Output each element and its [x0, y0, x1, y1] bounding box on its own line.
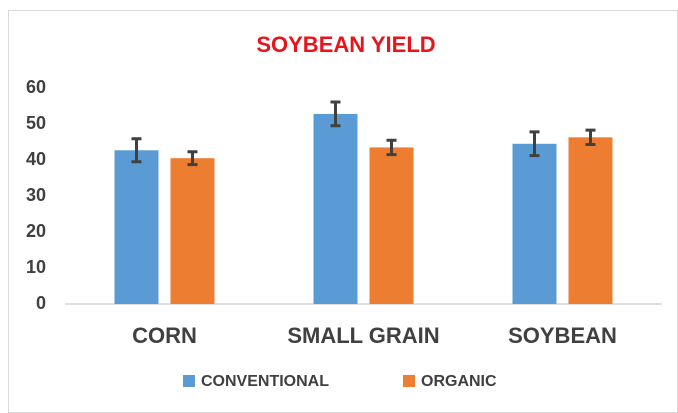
bar: [114, 150, 159, 304]
error-bar: [330, 100, 341, 128]
y-tick-label: 50: [26, 113, 46, 133]
bar: [369, 147, 414, 304]
x-tick-label: SMALL GRAIN: [287, 323, 439, 348]
error-bar: [131, 137, 142, 164]
error-bar: [187, 150, 198, 167]
bar: [313, 113, 358, 304]
y-tick-label: 20: [26, 221, 46, 241]
bar: [568, 137, 613, 304]
bar: [170, 158, 215, 304]
legend-swatch: [183, 375, 195, 387]
x-tick-label: SOYBEAN: [508, 323, 617, 348]
y-tick-label: 0: [36, 293, 46, 313]
y-tick-label: 30: [26, 185, 46, 205]
chart-title: SOYBEAN YIELD: [256, 32, 435, 57]
y-tick-label: 10: [26, 257, 46, 277]
legend-swatch: [403, 375, 415, 387]
error-bar: [585, 128, 596, 147]
y-tick-label: 60: [26, 77, 46, 97]
x-tick-label: CORN: [132, 323, 197, 348]
bar: [512, 143, 557, 304]
error-bar: [529, 130, 540, 158]
legend-label: CONVENTIONAL: [201, 373, 329, 390]
y-tick-label: 40: [26, 149, 46, 169]
legend-label: ORGANIC: [421, 373, 497, 390]
error-bar: [386, 138, 397, 157]
